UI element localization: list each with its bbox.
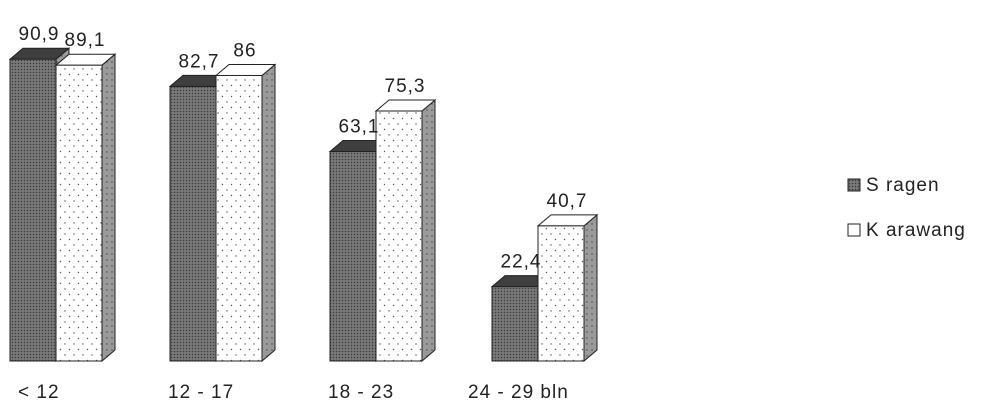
bar-karawang-1 xyxy=(214,63,277,363)
data-label: 89,1 xyxy=(65,30,106,51)
bars-layer xyxy=(8,47,599,363)
legend-label: K arawang xyxy=(866,220,966,241)
x-tick-label: < 12 xyxy=(18,382,60,403)
x-tick-label: 18 - 23 xyxy=(328,382,394,403)
data-label: 82,7 xyxy=(179,51,220,72)
legend-label: S ragen xyxy=(866,175,940,196)
x-tick-label: 24 - 29 bln xyxy=(468,382,569,403)
bar-karawang-3 xyxy=(536,213,599,363)
legend-swatch xyxy=(847,223,861,237)
data-label: 90,9 xyxy=(19,24,60,45)
x-tick-label: 12 - 17 xyxy=(168,382,234,403)
legend-item-karawang: K arawang xyxy=(847,220,966,241)
bar-karawang-2 xyxy=(374,98,437,363)
data-label: 75,3 xyxy=(385,76,426,97)
data-label: 63,1 xyxy=(339,117,380,138)
legend: S ragen K arawang xyxy=(847,175,966,241)
bar-karawang-0 xyxy=(54,53,117,363)
data-label: 22,4 xyxy=(501,252,542,273)
x-axis-labels: < 12 12 - 17 18 - 23 24 - 29 bln xyxy=(18,382,569,403)
legend-swatch xyxy=(847,178,861,192)
data-label: 86 xyxy=(233,40,256,61)
data-labels-layer: 90,9 89,1 82,7 86 63,175,3 22,4 40,7 xyxy=(19,24,588,273)
data-label: 40,7 xyxy=(547,191,588,212)
legend-item-sragen: S ragen xyxy=(847,175,940,196)
